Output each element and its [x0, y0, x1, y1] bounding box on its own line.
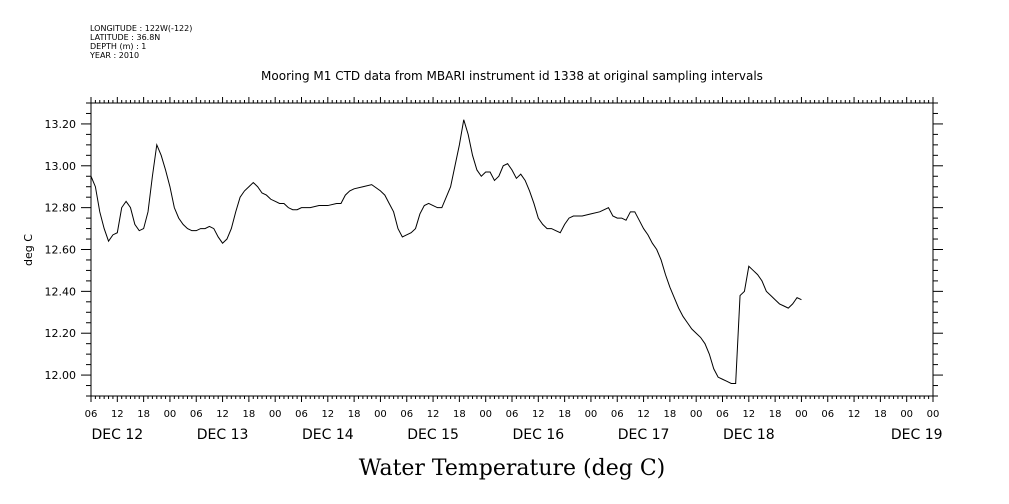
x-hour-label: 18	[453, 409, 466, 420]
x-hour-label: 00	[585, 409, 598, 420]
x-hour-label: 12	[532, 409, 545, 420]
x-hour-label: 12	[216, 409, 229, 420]
y-tick-labels: 12.00 12.20 12.40 12.60 12.80 13.00 13.20	[45, 118, 77, 382]
metadata-block: LONGITUDE : 122W(-122) LATITUDE : 36.8N …	[89, 24, 192, 60]
x-hour-label: 00	[795, 409, 808, 420]
x-day-label: DEC 17	[618, 427, 670, 443]
x-day-label: DEC 18	[723, 427, 775, 443]
x-hour-label: 12	[848, 409, 861, 420]
y-tick-label: 12.40	[45, 285, 77, 298]
x-hour-label: 18	[769, 409, 782, 420]
x-day-label: DEC 13	[197, 427, 249, 443]
x-hour-label: 00	[269, 409, 282, 420]
x-day-label: DEC 15	[407, 427, 459, 443]
y-tick-label: 12.20	[45, 327, 77, 340]
x-hour-label: 12	[321, 409, 334, 420]
y-tick-label: 13.20	[45, 118, 77, 131]
x-hour-label: 06	[85, 409, 98, 420]
x-hour-label: 06	[506, 409, 519, 420]
longitude-label: LONGITUDE : 122W(-122)	[90, 24, 192, 33]
x-hour-label: 18	[664, 409, 677, 420]
x-hour-label: 18	[243, 409, 256, 420]
chart-title: Mooring M1 CTD data from MBARI instrumen…	[261, 69, 763, 83]
x-hour-label: 06	[190, 409, 203, 420]
x-hour-label: 18	[874, 409, 887, 420]
y-tick-label: 12.00	[45, 369, 77, 382]
x-day-label: DEC 19	[891, 427, 943, 443]
series-line	[90, 119, 802, 384]
x-day-label: DEC 16	[512, 427, 564, 443]
y-axis-label: deg C	[22, 234, 35, 266]
x-hour-label: 06	[821, 409, 834, 420]
x-hour-label: 18	[348, 409, 361, 420]
x-tick-labels: 06 12 18 00 06 12 18 00 06 12 18 00 06 12 18 00 06 12 18 00…	[85, 409, 943, 443]
depth-label: DEPTH (m) : 1	[90, 42, 146, 51]
x-hour-label: 06	[716, 409, 729, 420]
y-tick-label: 12.80	[45, 202, 77, 215]
x-day-label: DEC 14	[302, 427, 354, 443]
x-hour-label: 18	[558, 409, 571, 420]
latitude-label: LATITUDE : 36.8N	[90, 33, 160, 42]
x-hour-label: 00	[900, 409, 913, 420]
x-hour-label: 12	[111, 409, 124, 420]
x-hour-label: 00	[690, 409, 703, 420]
x-axis-label: Water Temperature (deg C)	[359, 456, 666, 481]
x-day-label: DEC 12	[91, 427, 143, 443]
x-hour-label: 06	[611, 409, 624, 420]
x-hour-label: 12	[742, 409, 755, 420]
y-tick-label: 13.00	[45, 160, 77, 173]
x-hour-label: 06	[295, 409, 308, 420]
axis-ticks	[81, 97, 943, 402]
plot-frame	[90, 102, 934, 397]
x-hour-label: 00	[374, 409, 387, 420]
x-hour-label: 00	[164, 409, 177, 420]
y-tick-label: 12.60	[45, 244, 77, 257]
x-hour-label: 06	[400, 409, 413, 420]
x-hour-label: 18	[137, 409, 150, 420]
x-hour-label: 12	[637, 409, 650, 420]
x-hour-label: 12	[427, 409, 440, 420]
x-hour-label: 00	[927, 409, 940, 420]
year-label: YEAR : 2010	[89, 51, 139, 60]
x-hour-label: 00	[479, 409, 492, 420]
